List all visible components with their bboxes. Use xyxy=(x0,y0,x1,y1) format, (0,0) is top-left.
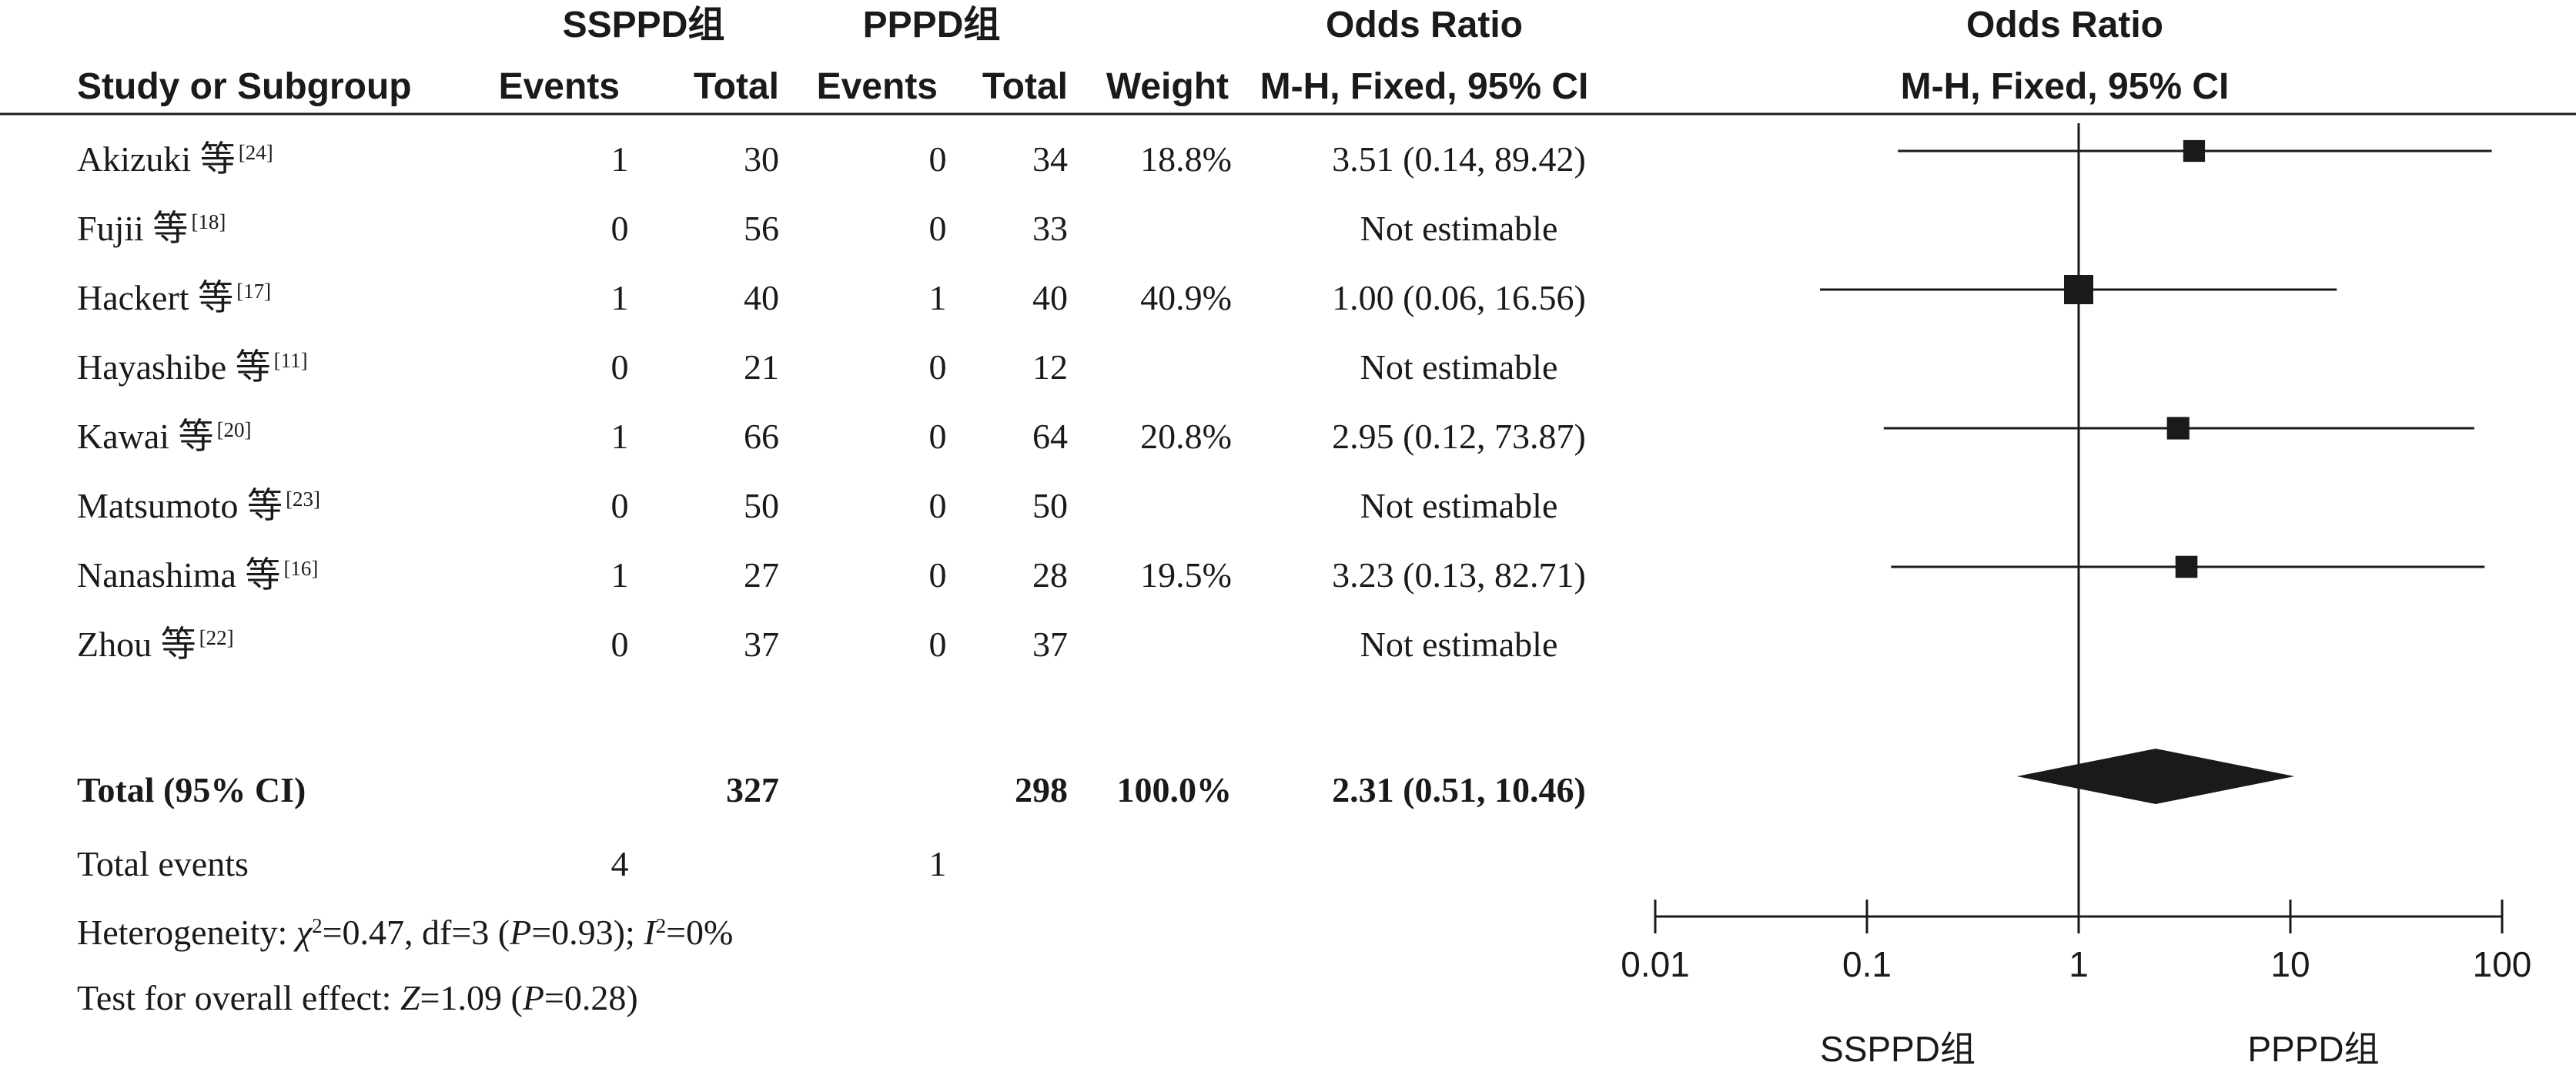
study-events-group1: 1 xyxy=(611,139,629,179)
study-events-group1: 0 xyxy=(611,625,629,664)
plot-title: Odds Ratio xyxy=(1966,5,2163,45)
study-name: Fujii 等 [18] xyxy=(77,209,226,248)
study-weight: 18.8% xyxy=(1140,139,1232,179)
study-total-group1: 27 xyxy=(744,555,779,595)
total-events-label: Total events xyxy=(77,844,249,883)
study-events-group2: 0 xyxy=(929,139,947,179)
study-or-ci: Not estimable xyxy=(1360,347,1558,387)
study-rows: Akizuki 等 [24] 1 30 0 34 18.8% 3.51 (0.14, 89.4… xyxy=(77,139,1586,664)
total-events-e1: 4 xyxy=(611,844,629,883)
study-weight: 19.5% xyxy=(1140,555,1232,595)
study-name: Zhou 等 [22] xyxy=(77,625,234,664)
study-events-group2: 0 xyxy=(929,486,947,525)
study-or-ci: Not estimable xyxy=(1360,625,1558,664)
study-total-group2: 33 xyxy=(1032,209,1068,248)
group2-header: PPPD组 xyxy=(863,5,1001,45)
study-events-group2: 0 xyxy=(929,209,947,248)
study-name: Hackert 等 [17] xyxy=(77,278,271,317)
study-events-group2: 0 xyxy=(929,625,947,664)
study-total-group1: 66 xyxy=(744,417,779,456)
study-total-group2: 64 xyxy=(1032,417,1068,456)
study-name: Nanashima 等 [16] xyxy=(77,555,318,595)
plot-area: 0.01 0.1 1 10 100 xyxy=(1621,123,2531,984)
study-total-group1: 30 xyxy=(744,139,779,179)
group2-events-header: Events xyxy=(817,66,938,107)
favours-left-label: SSPPD组 xyxy=(1820,1029,1975,1069)
favours-right-label: PPPD组 xyxy=(2247,1029,2379,1069)
study-events-group1: 0 xyxy=(611,347,629,387)
group1-total-header: Total xyxy=(694,66,779,107)
study-name: Kawai 等 [20] xyxy=(77,417,252,456)
study-events-group2: 0 xyxy=(929,347,947,387)
total-n2: 298 xyxy=(1015,770,1068,809)
overall-effect-text: Test for overall effect: Z=1.09 (P=0.28) xyxy=(77,978,638,1017)
x-tick-label: 0.1 xyxy=(1842,944,1892,984)
study-column-header: Study or Subgroup xyxy=(77,66,412,107)
plot-method-header: M-H, Fixed, 95% CI xyxy=(1901,66,2230,107)
study-total-group1: 56 xyxy=(744,209,779,248)
study-total-group2: 28 xyxy=(1032,555,1068,595)
group1-header: SSPPD组 xyxy=(563,5,725,45)
heterogeneity-text: Heterogeneity: χ2=0.47, df=3 (P=0.93); I… xyxy=(77,913,733,952)
total-or-ci: 2.31 (0.51, 10.46) xyxy=(1332,770,1586,809)
study-weight: 20.8% xyxy=(1140,417,1232,456)
study-total-group1: 40 xyxy=(744,278,779,317)
study-events-group1: 0 xyxy=(611,209,629,248)
x-tick-label: 0.01 xyxy=(1621,944,1690,984)
total-weight: 100.0% xyxy=(1117,770,1233,809)
study-total-group2: 37 xyxy=(1032,625,1068,664)
study-name: Akizuki 等 [24] xyxy=(77,139,273,179)
study-weight: 40.9% xyxy=(1140,278,1232,317)
point-estimate-square xyxy=(2175,555,2198,578)
study-or-ci: 2.95 (0.12, 73.87) xyxy=(1332,417,1586,456)
x-tick-label: 100 xyxy=(2473,944,2532,984)
study-events-group2: 0 xyxy=(929,555,947,595)
study-total-group2: 12 xyxy=(1032,347,1068,387)
study-name: Hayashibe 等 [11] xyxy=(77,347,308,387)
study-or-ci: 3.23 (0.13, 82.71) xyxy=(1332,555,1586,595)
point-estimate-square xyxy=(2183,139,2206,163)
study-or-ci: Not estimable xyxy=(1360,209,1558,248)
study-name: Matsumoto 等 [23] xyxy=(77,486,320,525)
weight-header: Weight xyxy=(1106,66,1229,107)
group2-total-header: Total xyxy=(982,66,1068,107)
point-estimate-square xyxy=(2064,275,2093,304)
study-or-ci: 1.00 (0.06, 16.56) xyxy=(1332,278,1586,317)
study-events-group1: 1 xyxy=(611,278,629,317)
study-total-group1: 21 xyxy=(744,347,779,387)
group1-events-header: Events xyxy=(499,66,620,107)
study-events-group2: 0 xyxy=(929,417,947,456)
study-events-group2: 1 xyxy=(929,278,947,317)
study-total-group1: 50 xyxy=(744,486,779,525)
or-title: Odds Ratio xyxy=(1326,5,1523,45)
total-n1: 327 xyxy=(726,770,779,809)
study-or-ci: Not estimable xyxy=(1360,486,1558,525)
total-events-e2: 1 xyxy=(929,844,947,883)
pooled-diamond xyxy=(2016,749,2295,804)
study-total-group1: 37 xyxy=(744,625,779,664)
total-label: Total (95% CI) xyxy=(77,770,306,809)
point-estimate-square xyxy=(2166,417,2190,440)
study-events-group1: 0 xyxy=(611,486,629,525)
study-total-group2: 34 xyxy=(1032,139,1068,179)
x-tick-label: 1 xyxy=(2069,944,2089,984)
study-total-group2: 50 xyxy=(1032,486,1068,525)
study-events-group1: 1 xyxy=(611,417,629,456)
x-tick-label: 10 xyxy=(2270,944,2310,984)
study-events-group1: 1 xyxy=(611,555,629,595)
study-total-group2: 40 xyxy=(1032,278,1068,317)
study-or-ci: 3.51 (0.14, 89.42) xyxy=(1332,139,1586,179)
or-method-header: M-H, Fixed, 95% CI xyxy=(1260,66,1589,107)
